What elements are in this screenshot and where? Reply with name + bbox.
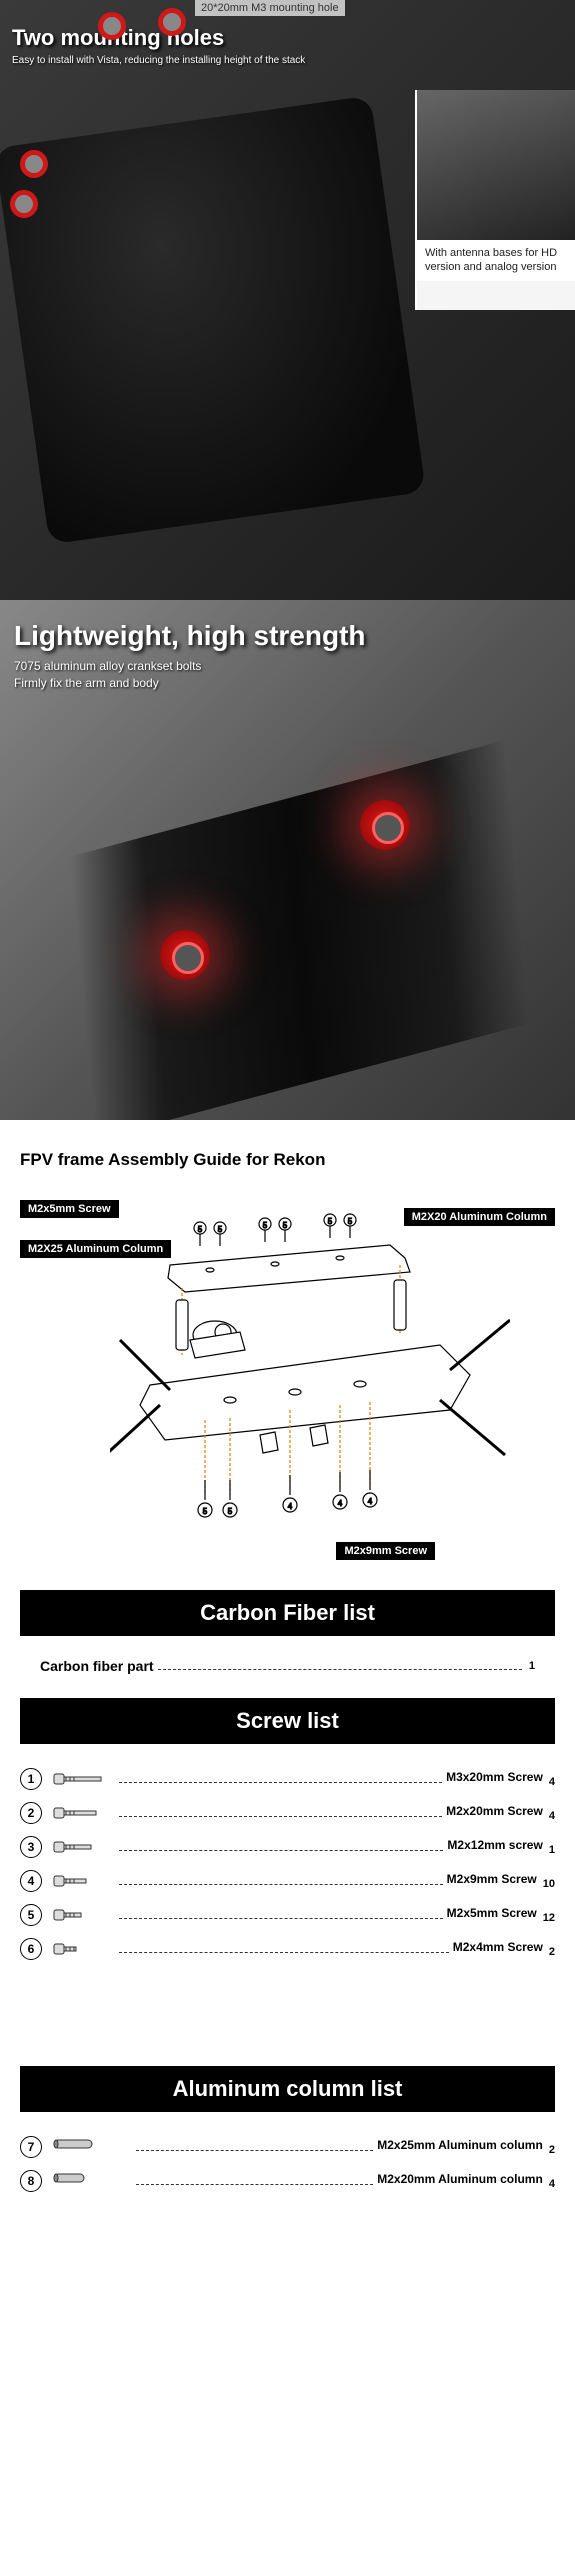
- svg-text:5: 5: [328, 1217, 333, 1226]
- screw-icon: [52, 1837, 107, 1857]
- carbon-part-label: Carbon fiber part: [40, 1658, 154, 1674]
- svg-text:4: 4: [288, 1502, 293, 1511]
- screw-list-row: 2 M2x20mm Screw 4: [20, 1796, 555, 1830]
- screw-label: M2x9mm Screw 10: [447, 1872, 555, 1889]
- dots-leader: [158, 1662, 522, 1670]
- row-number: 3: [20, 1836, 42, 1858]
- red-ring-icon: [10, 190, 38, 218]
- svg-text:4: 4: [368, 1497, 373, 1506]
- column-list-row: 7 M2x25mm Aluminum column 2: [20, 2130, 555, 2164]
- column-qty: 4: [546, 2178, 555, 2190]
- screw-list-row: 3 M2x12mm screw 1: [20, 1830, 555, 1864]
- column-qty: 2: [546, 2144, 555, 2156]
- screw-qty: 12: [540, 1912, 555, 1924]
- svg-text:5: 5: [348, 1217, 353, 1226]
- svg-text:5: 5: [218, 1225, 223, 1234]
- dots-leader: [119, 1843, 443, 1851]
- red-ring-icon: [98, 12, 126, 40]
- column-label: M2x20mm Aluminum column 4: [377, 2172, 555, 2189]
- carbon-list-row: Carbon fiber part 1: [20, 1654, 555, 1678]
- section1-subtitle: Easy to install with Vista, reducing the…: [12, 55, 305, 66]
- frame-body-graphic: [0, 96, 426, 545]
- row-number: 5: [20, 1904, 42, 1926]
- column-icon: [52, 2171, 124, 2191]
- column-list-row: 8 M2x20mm Aluminum column 4: [20, 2164, 555, 2198]
- screw-label: M2x4mm Screw 2: [453, 1940, 555, 1957]
- carbon-part-qty: 1: [529, 1660, 535, 1672]
- screw-icon: [52, 1939, 107, 1959]
- frame-arm-graphic: [0, 714, 575, 1120]
- screw-qty: 4: [546, 1810, 555, 1822]
- column-label: M2x25mm Aluminum column 2: [377, 2138, 555, 2155]
- dots-leader: [119, 1877, 443, 1885]
- red-bolt-highlight-icon: [160, 930, 210, 980]
- diagram-label-m2x5: M2x5mm Screw: [20, 1200, 119, 1218]
- column-icon: [52, 2137, 124, 2157]
- screw-list-row: 1 M3x20mm Screw 4: [20, 1762, 555, 1796]
- dots-leader: [119, 1775, 442, 1783]
- screw-label: M3x20mm Screw 4: [446, 1770, 555, 1787]
- svg-text:4: 4: [338, 1499, 343, 1508]
- screw-qty: 2: [546, 1946, 555, 1958]
- section2-subtitle: 7075 aluminum alloy crankset bolts Firml…: [14, 658, 201, 692]
- dots-leader: [136, 2143, 373, 2151]
- screw-icon: [52, 1871, 107, 1891]
- top-callout-label: 20*20mm M3 mounting hole: [195, 0, 345, 16]
- dots-leader: [119, 1945, 449, 1953]
- screw-label: M2x12mm screw 1: [447, 1838, 555, 1855]
- dots-leader: [136, 2177, 373, 2185]
- screw-qty: 10: [540, 1878, 555, 1890]
- hero-mounting-holes: 20*20mm M3 mounting hole Two mounting ho…: [0, 0, 575, 600]
- exploded-diagram: M2x5mm Screw M2X25 Aluminum Column M2X20…: [20, 1200, 555, 1570]
- screw-list-container: 1 M3x20mm Screw 4 2 M2x20mm Screw 4 3 M2…: [20, 1762, 555, 1966]
- svg-text:5: 5: [263, 1221, 268, 1230]
- row-number: 2: [20, 1802, 42, 1824]
- screw-qty: 4: [546, 1776, 555, 1788]
- svg-text:5: 5: [228, 1507, 233, 1516]
- inset-antenna-image: [417, 90, 575, 240]
- svg-text:5: 5: [198, 1225, 203, 1234]
- red-ring-icon: [20, 150, 48, 178]
- screw-list-row: 4 M2x9mm Screw 10: [20, 1864, 555, 1898]
- row-number: 7: [20, 2136, 42, 2158]
- svg-text:5: 5: [203, 1507, 208, 1516]
- column-list-container: 7 M2x25mm Aluminum column 2 8 M2x20mm Al…: [20, 2130, 555, 2198]
- row-number: 4: [20, 1870, 42, 1892]
- spacer: [20, 1966, 555, 2046]
- column-list-header: Aluminum column list: [20, 2066, 555, 2112]
- carbon-list-header: Carbon Fiber list: [20, 1590, 555, 1636]
- section2-title: Lightweight, high strength: [14, 620, 366, 652]
- row-number: 8: [20, 2170, 42, 2192]
- red-ring-icon: [158, 8, 186, 36]
- row-number: 1: [20, 1768, 42, 1790]
- screw-qty: 1: [546, 1844, 555, 1856]
- screw-icon: [52, 1905, 107, 1925]
- exploded-view-svg: 5 5 5 5 5 5: [110, 1210, 510, 1550]
- row-number: 6: [20, 1938, 42, 1960]
- screw-icon: [52, 1803, 107, 1823]
- screw-list-row: 6 M2x4mm Screw 2: [20, 1932, 555, 1966]
- assembly-guide-section: FPV frame Assembly Guide for Rekon M2x5m…: [0, 1120, 575, 2218]
- guide-title: FPV frame Assembly Guide for Rekon: [20, 1150, 555, 1170]
- section2-sub-line2: Firmly fix the arm and body: [14, 676, 159, 690]
- hero-lightweight: Lightweight, high strength 7075 aluminum…: [0, 600, 575, 1120]
- screw-icon: [52, 1769, 107, 1789]
- red-bolt-highlight-icon: [360, 800, 410, 850]
- inset-caption: With antenna bases for HD version and an…: [417, 240, 575, 281]
- section2-sub-line1: 7075 aluminum alloy crankset bolts: [14, 659, 201, 673]
- screw-label: M2x20mm Screw 4: [446, 1804, 555, 1821]
- screw-list-row: 5 M2x5mm Screw 12: [20, 1898, 555, 1932]
- screw-label: M2x5mm Screw 12: [447, 1906, 555, 1923]
- inset-antenna-box: With antenna bases for HD version and an…: [415, 90, 575, 310]
- screw-list-header: Screw list: [20, 1698, 555, 1744]
- dots-leader: [119, 1809, 442, 1817]
- dots-leader: [119, 1911, 443, 1919]
- svg-text:5: 5: [283, 1221, 288, 1230]
